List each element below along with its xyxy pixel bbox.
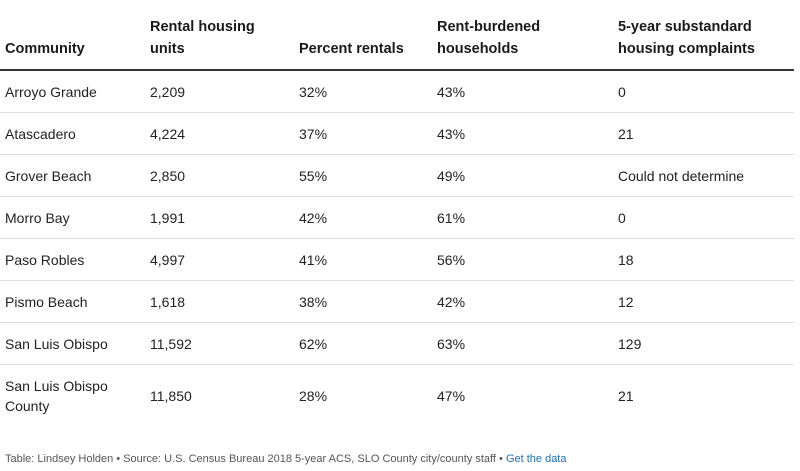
table-cell: 1,991	[145, 196, 294, 239]
table-row: Grover Beach 2,850 55% 49% Could not det…	[0, 154, 794, 197]
table-cell: Arroyo Grande	[0, 70, 145, 113]
table-cell: 21	[618, 388, 634, 404]
table-cell: 62%	[294, 322, 432, 365]
table-cell: 37%	[294, 112, 432, 155]
table-cell: 2,850	[145, 154, 294, 197]
table-cell: 43%	[432, 70, 613, 113]
table-row: Paso Robles 4,997 41% 56% 18	[0, 238, 794, 281]
table-cell: 129	[613, 322, 794, 365]
column-header-percent-rentals[interactable]: Percent rentals	[294, 10, 432, 71]
table-cell: 28%	[299, 388, 328, 404]
header-row: Community Rental housing units Percent r…	[0, 10, 794, 71]
table-row: San Luis Obispo County 11,850 28% 47% 21	[0, 365, 794, 428]
table-cell: Morro Bay	[0, 196, 145, 239]
column-header-complaints[interactable]: 5-year substandard housing complaints	[613, 10, 794, 71]
source-credit: Table: Lindsey Holden • Source: U.S. Cen…	[5, 453, 506, 465]
table-cell: 4,224	[145, 112, 294, 155]
table-cell: 47%	[437, 388, 466, 404]
table-cell: Paso Robles	[0, 238, 145, 281]
table-cell: 11,592	[145, 322, 294, 365]
table-cell: 42%	[432, 280, 613, 323]
table-body: Arroyo Grande 2,209 32% 43% 0 Atascadero…	[0, 70, 794, 427]
table-header: Community Rental housing units Percent r…	[0, 10, 794, 71]
table-cell: 12	[613, 280, 794, 323]
column-header-rental-units[interactable]: Rental housing units	[145, 10, 294, 71]
table-row: Arroyo Grande 2,209 32% 43% 0	[0, 70, 794, 113]
table-cell: 61%	[432, 196, 613, 239]
column-header-rent-burdened[interactable]: Rent-burdened households	[432, 10, 613, 71]
table-row: San Luis Obispo 11,592 62% 63% 129	[0, 322, 794, 365]
table-cell: 21	[613, 112, 794, 155]
table-cell: Grover Beach	[0, 154, 145, 197]
table-cell: 41%	[294, 238, 432, 281]
table-cell: 32%	[294, 70, 432, 113]
table-cell: 1,618	[145, 280, 294, 323]
table-cell: 18	[613, 238, 794, 281]
table-cell: San Luis Obispo County	[5, 378, 108, 414]
table-cell: 4,997	[145, 238, 294, 281]
table-cell: 0	[613, 70, 794, 113]
table-cell: 55%	[294, 154, 432, 197]
table-cell: 63%	[432, 322, 613, 365]
table-row: Morro Bay 1,991 42% 61% 0	[0, 196, 794, 239]
table-cell: 38%	[294, 280, 432, 323]
table-cell: 56%	[432, 238, 613, 281]
column-header-community[interactable]: Community	[0, 10, 145, 71]
table-cell: 42%	[294, 196, 432, 239]
table-cell: 2,209	[145, 70, 294, 113]
table-cell: 49%	[432, 154, 613, 197]
table-cell: Atascadero	[0, 112, 145, 155]
table-cell: Could not determine	[613, 154, 794, 197]
table-cell: 43%	[432, 112, 613, 155]
table-cell: 0	[613, 196, 794, 239]
table-cell: Pismo Beach	[0, 280, 145, 323]
table-cell: San Luis Obispo	[0, 322, 145, 365]
get-data-link[interactable]: Get the data	[505, 453, 567, 465]
table-cell: 11,850	[150, 388, 192, 404]
table-row: Atascadero 4,224 37% 43% 21	[0, 112, 794, 155]
data-table: Community Rental housing units Percent r…	[0, 10, 794, 427]
table-footer: Table: Lindsey Holden • Source: U.S. Cen…	[5, 452, 566, 466]
table-row: Pismo Beach 1,618 38% 42% 12	[0, 280, 794, 323]
